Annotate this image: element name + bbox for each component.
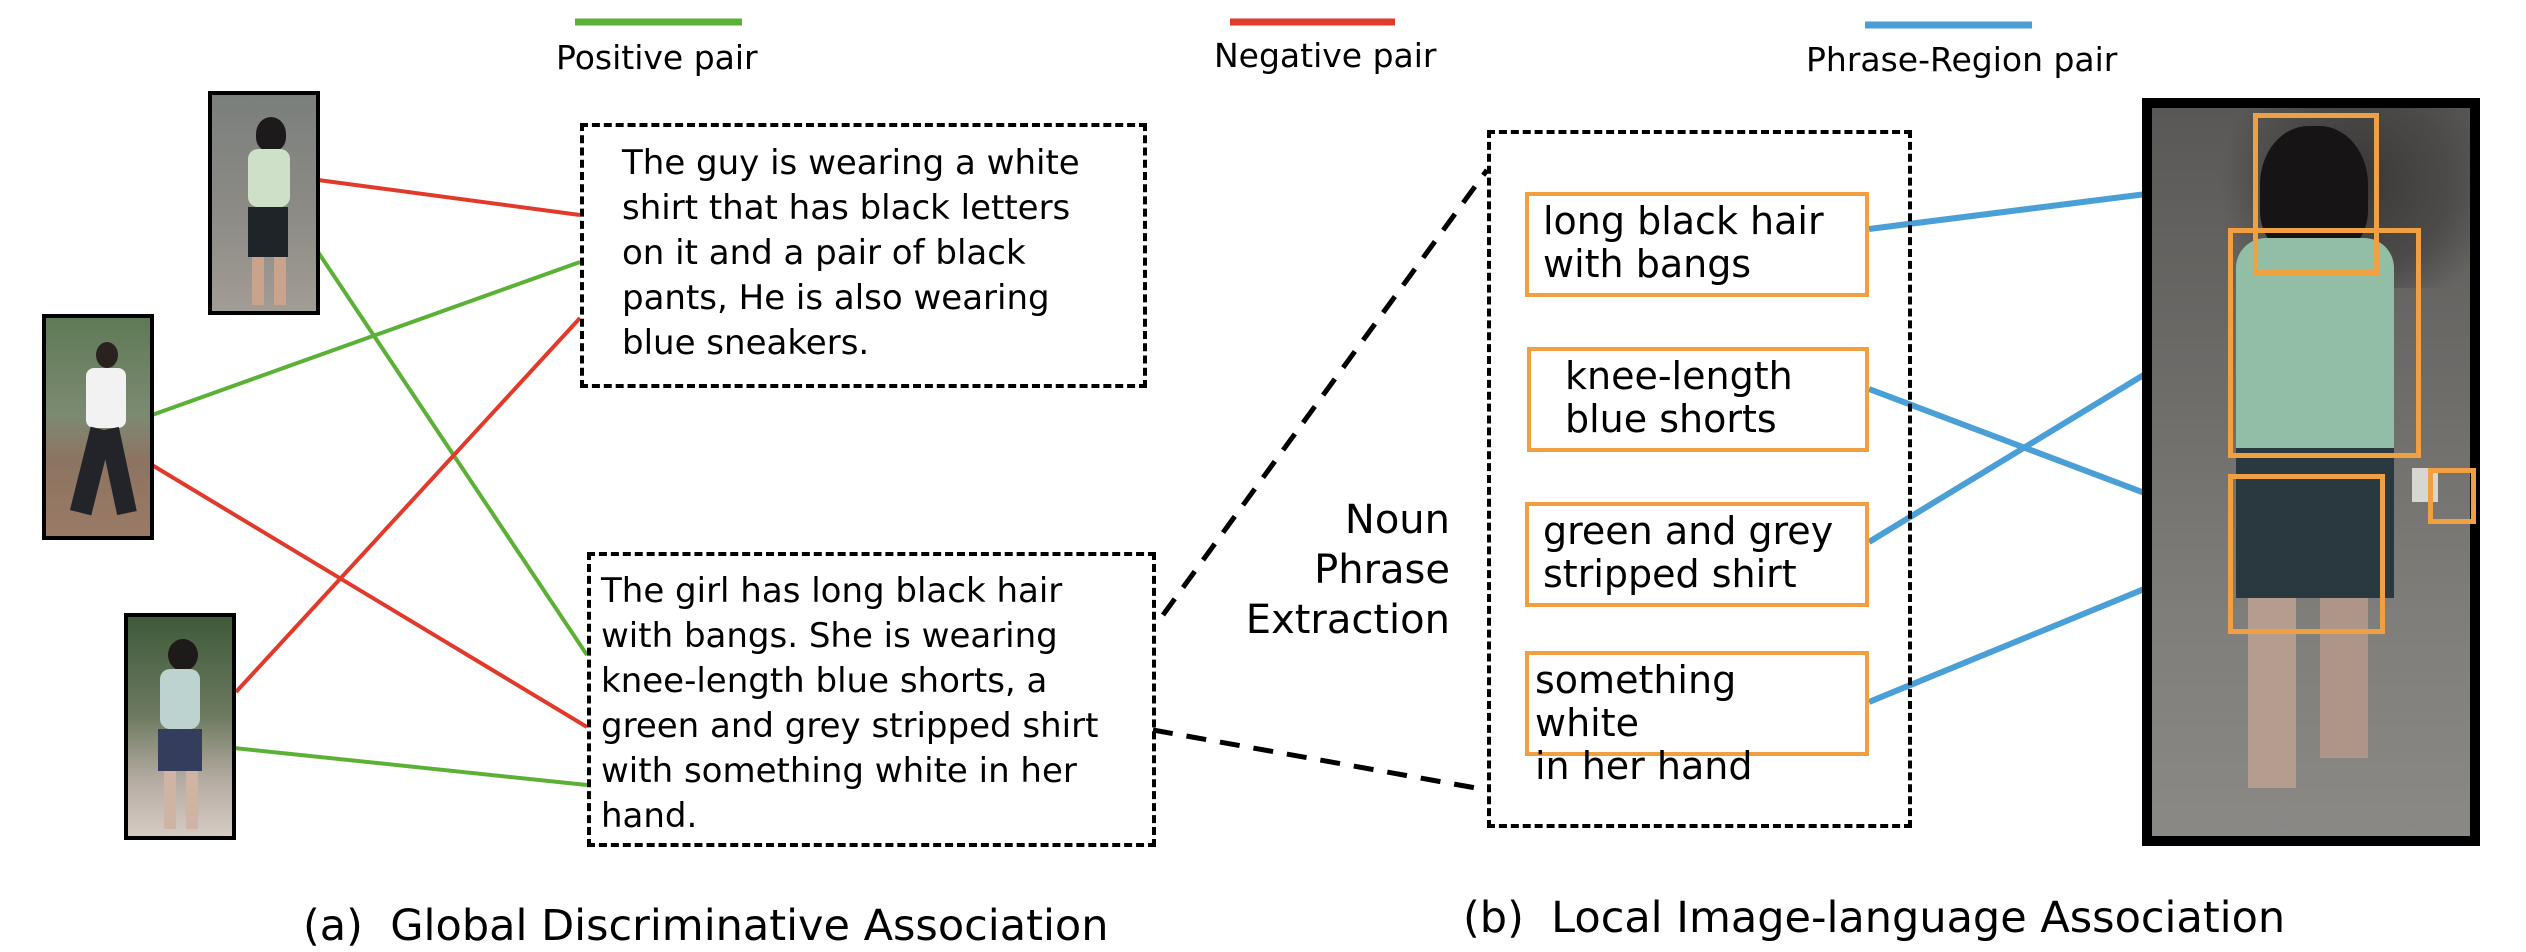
legend-phrase-region-label: Phrase-Region pair bbox=[1806, 40, 2118, 79]
negative-pair-line bbox=[150, 463, 589, 729]
negative-pair-line bbox=[234, 316, 582, 694]
noun-phrase-extraction-label: Noun Phrase Extraction bbox=[1245, 497, 1450, 643]
region-box-shorts bbox=[2228, 474, 2385, 634]
region-box-hair bbox=[2253, 113, 2379, 275]
extraction-connector bbox=[1152, 727, 1488, 793]
legend-positive-label: Positive pair bbox=[556, 38, 758, 77]
subcaption-b: (b) Local Image-language Association bbox=[1463, 893, 2286, 943]
positive-pair-line bbox=[233, 746, 588, 787]
phrase-list-box bbox=[1487, 130, 1912, 828]
person-photo-girl-top bbox=[208, 91, 320, 315]
phrase-white-object: something white in her hand bbox=[1525, 651, 1869, 788]
caption-text-top: The guy is wearing a white shirt that ha… bbox=[622, 143, 1080, 363]
person-photo-guy bbox=[42, 314, 154, 540]
person-photo-girl-bottom bbox=[124, 613, 236, 840]
extraction-connector bbox=[1160, 168, 1490, 617]
positive-pair-line bbox=[316, 250, 589, 657]
positive-pair-line bbox=[151, 260, 581, 417]
negative-pair-line bbox=[317, 178, 581, 217]
caption-box-bottom bbox=[587, 552, 1156, 847]
region-box-white-object bbox=[2428, 468, 2476, 524]
caption-box-top bbox=[580, 123, 1147, 388]
phrase-shorts: knee-length blue shorts bbox=[1527, 347, 1869, 452]
phrase-hair: long black hair with bangs bbox=[1525, 192, 1869, 297]
subcaption-a: (a) Global Discriminative Association bbox=[303, 901, 1109, 951]
legend-negative-label: Negative pair bbox=[1214, 36, 1437, 75]
region-box-shirt bbox=[2228, 228, 2421, 458]
caption-text-bottom: The girl has long black hair with bangs.… bbox=[601, 571, 1099, 836]
phrase-shirt: green and grey stripped shirt bbox=[1525, 502, 1869, 607]
